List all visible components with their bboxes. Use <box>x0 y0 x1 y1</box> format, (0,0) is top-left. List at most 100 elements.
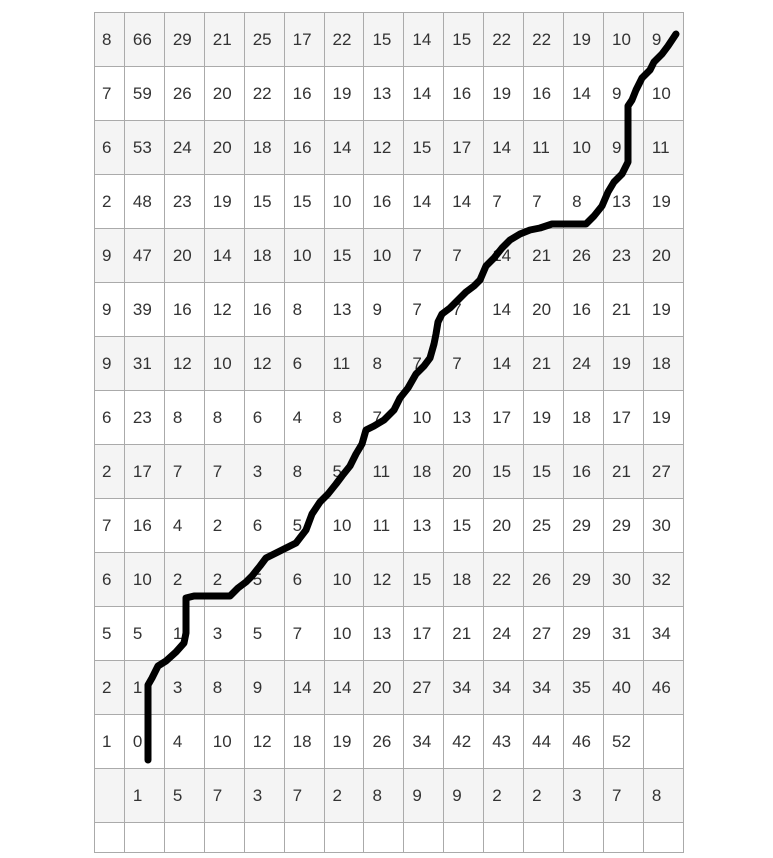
cost-cell: 40 <box>602 660 644 715</box>
cost-cell: 35 <box>563 660 604 715</box>
cost-cell: 11 <box>363 498 405 553</box>
cost-cell: 8 <box>363 336 405 391</box>
table-row: 6 10 2 2 5 6 10 12 15 18 22 26 29 30 32 <box>94 552 684 607</box>
empty-cell <box>642 822 684 853</box>
cost-cell: 29 <box>563 552 604 607</box>
cost-cell: 9 <box>243 660 285 715</box>
cost-cell: 12 <box>163 336 205 391</box>
cost-cell: 21 <box>523 336 565 391</box>
cost-cell: 14 <box>403 174 445 229</box>
cost-cell: 10 <box>323 606 365 661</box>
cost-cell: 29 <box>563 498 604 553</box>
cost-cell: 7 <box>523 174 565 229</box>
cost-cell: 20 <box>443 444 485 499</box>
cost-cell: 8 <box>203 660 245 715</box>
cost-cell: 12 <box>243 336 285 391</box>
cost-cell: 5 <box>123 606 165 661</box>
seq-a-label: 6 <box>94 390 125 445</box>
cost-cell: 19 <box>483 66 525 121</box>
cost-cell: 19 <box>642 174 684 229</box>
cost-cell: 25 <box>243 12 285 67</box>
cost-cell: 14 <box>563 66 604 121</box>
cost-cell: 16 <box>283 120 325 175</box>
cost-cell: 10 <box>363 228 405 283</box>
cost-cell: 0 <box>123 714 165 769</box>
cost-cell: 10 <box>642 66 684 121</box>
cost-cell: 14 <box>323 660 365 715</box>
cost-cell: 12 <box>243 714 285 769</box>
empty-cell <box>443 822 485 853</box>
cost-cell: 3 <box>243 444 285 499</box>
seq-b-label: 2 <box>323 768 365 823</box>
cost-cell: 3 <box>203 606 245 661</box>
cost-cell: 11 <box>642 120 684 175</box>
cost-cell: 9 <box>602 66 644 121</box>
cost-cell: 7 <box>283 606 325 661</box>
seq-a-label: 7 <box>94 498 125 553</box>
empty-cell <box>123 822 165 853</box>
cost-cell: 19 <box>203 174 245 229</box>
cost-cell: 34 <box>523 660 565 715</box>
cost-cell: 13 <box>443 390 485 445</box>
seq-b-label: 7 <box>602 768 644 823</box>
empty-cell <box>323 822 365 853</box>
cost-cell: 18 <box>283 714 325 769</box>
empty-cell <box>163 822 205 853</box>
cost-cell: 17 <box>283 12 325 67</box>
cost-cell: 7 <box>363 390 405 445</box>
cost-cell: 18 <box>443 552 485 607</box>
cost-cell: 18 <box>403 444 445 499</box>
cost-cell: 14 <box>403 66 445 121</box>
cost-cell: 14 <box>403 12 445 67</box>
cost-cell: 30 <box>642 498 684 553</box>
cost-cell: 18 <box>563 390 604 445</box>
cost-cell: 13 <box>323 282 365 337</box>
cost-cell: 20 <box>642 228 684 283</box>
seq-b-label: 1 <box>123 768 165 823</box>
table-row: 9 47 20 14 18 10 15 10 7 7 14 21 26 23 20 <box>94 228 684 283</box>
cost-cell: 7 <box>403 228 445 283</box>
seq-a-label: 6 <box>94 552 125 607</box>
cost-cell: 19 <box>323 714 365 769</box>
cost-cell: 31 <box>602 606 644 661</box>
cost-cell: 21 <box>443 606 485 661</box>
cost-cell: 16 <box>163 282 205 337</box>
cost-cell: 16 <box>123 498 165 553</box>
cost-cell: 21 <box>602 282 644 337</box>
cost-cell: 16 <box>563 282 604 337</box>
cost-cell: 23 <box>123 390 165 445</box>
empty-cell <box>94 822 125 853</box>
cost-cell: 53 <box>123 120 165 175</box>
cost-cell: 34 <box>483 660 525 715</box>
cost-cell: 18 <box>642 336 684 391</box>
cost-cell: 25 <box>523 498 565 553</box>
cost-cell: 14 <box>443 174 485 229</box>
cost-cell: 27 <box>523 606 565 661</box>
cost-cell: 19 <box>523 390 565 445</box>
cost-cell: 11 <box>363 444 405 499</box>
cost-cell: 26 <box>523 552 565 607</box>
cost-cell: 7 <box>203 444 245 499</box>
cost-cell: 52 <box>602 714 644 769</box>
cost-cell: 20 <box>523 282 565 337</box>
cost-cell: 29 <box>602 498 644 553</box>
cost-cell: 22 <box>323 12 365 67</box>
seq-a-label: 8 <box>94 12 125 67</box>
cost-cell: 20 <box>363 660 405 715</box>
cost-cell <box>642 714 684 769</box>
cost-cell: 15 <box>403 120 445 175</box>
cost-cell: 48 <box>123 174 165 229</box>
cost-cell: 19 <box>323 66 365 121</box>
empty-cell <box>602 822 644 853</box>
cost-cell: 22 <box>523 12 565 67</box>
cost-cell: 14 <box>203 228 245 283</box>
cost-cell: 27 <box>403 660 445 715</box>
cost-cell: 10 <box>323 498 365 553</box>
cost-cell: 20 <box>203 120 245 175</box>
table-row: 7 16 4 2 6 5 10 11 13 15 20 25 29 29 30 <box>94 498 684 553</box>
cost-cell: 32 <box>642 552 684 607</box>
cost-cell: 29 <box>163 12 205 67</box>
cost-cell: 29 <box>563 606 604 661</box>
seq-a-label: 2 <box>94 660 125 715</box>
empty-cell <box>483 822 525 853</box>
